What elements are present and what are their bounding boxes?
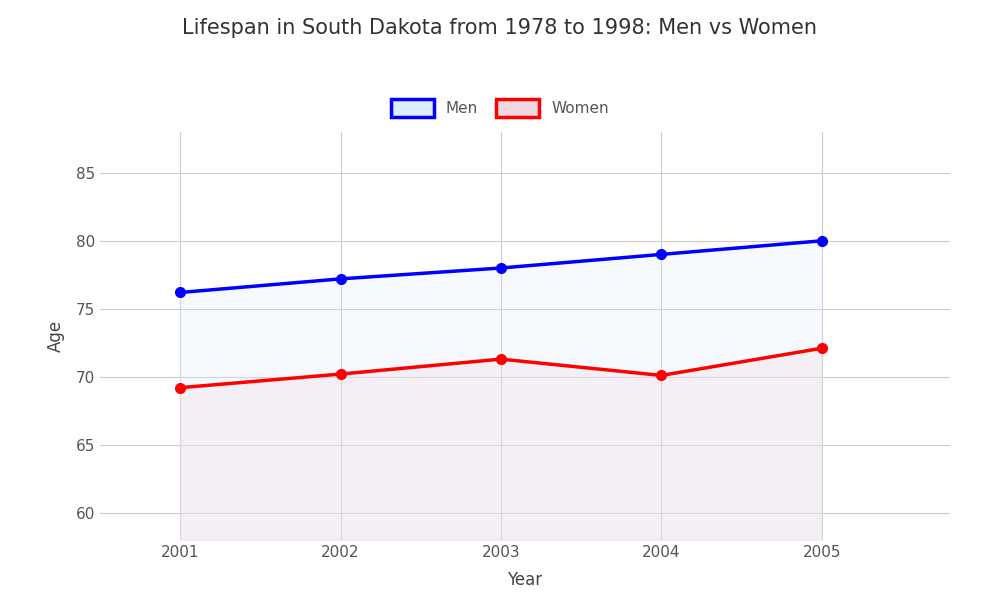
Legend: Men, Women: Men, Women	[383, 92, 617, 125]
X-axis label: Year: Year	[507, 571, 543, 589]
Y-axis label: Age: Age	[47, 320, 65, 352]
Text: Lifespan in South Dakota from 1978 to 1998: Men vs Women: Lifespan in South Dakota from 1978 to 19…	[182, 18, 818, 38]
